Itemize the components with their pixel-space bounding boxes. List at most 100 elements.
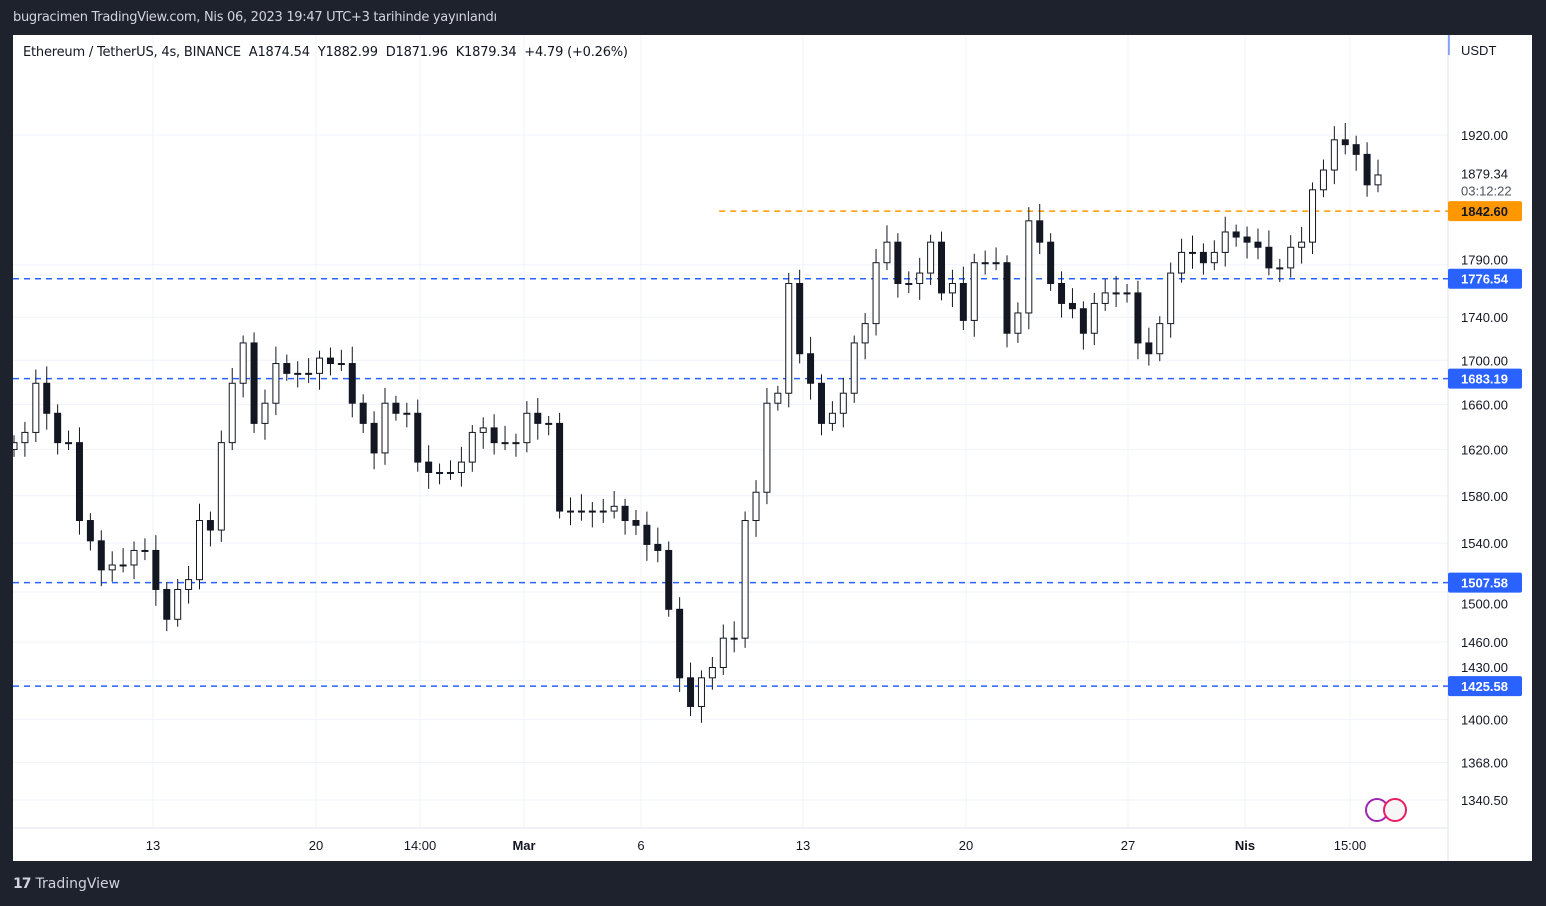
candle-up [708, 666, 716, 679]
candle-down [1058, 282, 1066, 304]
candle-up [752, 491, 760, 522]
symbol-legend: Ethereum / TetherUS, 4s, BINANCE A1874.5… [23, 45, 628, 60]
candle-up [1178, 251, 1186, 274]
price-label-badge [1448, 676, 1522, 697]
x-tick-label: 20 [959, 838, 973, 853]
price-label-badge [1448, 201, 1522, 222]
candle-up [1330, 139, 1338, 171]
candle-up [1298, 241, 1306, 248]
candle-down [414, 412, 422, 463]
legend-change: +4.79 (+0.26%) [524, 45, 628, 60]
y-tick-label: 1790.00 [1461, 253, 1508, 268]
candle-up [1210, 251, 1218, 264]
candle-up [119, 564, 127, 567]
candle-up [174, 588, 182, 620]
legend-open: A1874.54 [248, 45, 310, 60]
currency-label: USDT [1461, 43, 1496, 58]
candle-up [1156, 323, 1164, 355]
candle-down [97, 540, 105, 571]
candle-down [392, 402, 400, 414]
candle-up [1112, 292, 1120, 295]
price-label-badge [1448, 268, 1522, 289]
price-label-badge [1448, 572, 1522, 593]
candle-up [305, 372, 313, 375]
candle-up [1167, 272, 1175, 325]
candle-down [676, 608, 684, 679]
x-tick-label: 27 [1121, 838, 1135, 853]
candle-up [1276, 267, 1284, 270]
candle-down [75, 442, 83, 522]
y-tick-label: 1580.00 [1461, 489, 1508, 504]
candle-up [446, 471, 454, 474]
candle-down [1232, 231, 1240, 238]
candle-down [1254, 241, 1262, 248]
candle-up [927, 241, 935, 274]
y-tick-label: 1430.00 [1461, 660, 1508, 675]
candle-up [21, 431, 29, 444]
candle-down [621, 505, 629, 522]
candle-up [228, 382, 236, 444]
candle-up [217, 442, 225, 531]
candle-up [567, 510, 575, 513]
candle-down [1145, 342, 1153, 355]
candle-up [185, 579, 193, 590]
candle-up [839, 392, 847, 414]
candle-down [86, 520, 94, 542]
candle-down [370, 422, 378, 454]
price-label-text: 1683.19 [1461, 372, 1508, 387]
y-tick-label: 1368.00 [1461, 755, 1508, 770]
candle-down [1079, 308, 1087, 334]
candle-down [326, 357, 334, 365]
candlestick-chart[interactable]: 1920.00 1790.00 1740.00 1700.00 1660.00 1620.… [13, 35, 1532, 861]
footer-brand[interactable]: 17 TradingView [13, 876, 120, 892]
candle-down [665, 549, 673, 610]
candle-up [13, 442, 18, 450]
candle-up [981, 262, 989, 265]
candle-down [1265, 246, 1273, 269]
last-price-label: 1879.34 [1461, 167, 1508, 182]
candle-down [152, 549, 160, 590]
candle-down [632, 520, 640, 526]
candle-up [261, 402, 269, 424]
candle-up [523, 412, 531, 444]
candle-down [359, 402, 367, 424]
legend-close: K1879.34 [455, 45, 517, 60]
y-tick-label: 1340.50 [1461, 793, 1508, 808]
bar-countdown-label: 03:12:22 [1461, 184, 1512, 199]
candle-down [206, 520, 214, 531]
brand-label: TradingView [35, 876, 121, 892]
candle-up [1221, 231, 1229, 253]
candle-down [796, 282, 804, 355]
legend-symbol[interactable]: Ethereum / TetherUS, 4s, BINANCE [23, 45, 241, 60]
tradingview-logo-icon: 17 [13, 876, 32, 892]
y-tick-label: 1740.00 [1461, 310, 1508, 325]
candle-up [1101, 292, 1109, 304]
price-label-badge [1448, 368, 1522, 389]
candle-up [970, 262, 978, 321]
candle-down [1047, 241, 1055, 284]
price-label-text: 1507.58 [1461, 576, 1508, 591]
candle-up [610, 505, 618, 512]
candle-down [959, 282, 967, 321]
chart-panel[interactable]: 1920.00 1790.00 1740.00 1700.00 1660.00 1620.… [13, 35, 1532, 861]
candle-up [501, 442, 509, 445]
candle-up [741, 520, 749, 639]
candle-down [654, 543, 662, 551]
candle-down [1199, 251, 1207, 264]
candle-down [1003, 262, 1011, 334]
candle-down [163, 588, 171, 620]
candle-up [1025, 220, 1033, 314]
candle-down [1243, 236, 1251, 243]
candle-down [1341, 139, 1349, 146]
candle-down [1036, 220, 1044, 243]
x-tick-label: Mar [512, 838, 535, 853]
candle-up [1309, 189, 1317, 243]
candle-down [894, 241, 902, 284]
candle-up [861, 323, 869, 344]
candle-down [1068, 302, 1076, 310]
x-tick-label: 6 [637, 838, 644, 853]
candle-up [1188, 251, 1196, 254]
y-tick-label: 1500.00 [1461, 597, 1508, 612]
candle-up [512, 442, 520, 445]
candle-up [108, 564, 116, 571]
